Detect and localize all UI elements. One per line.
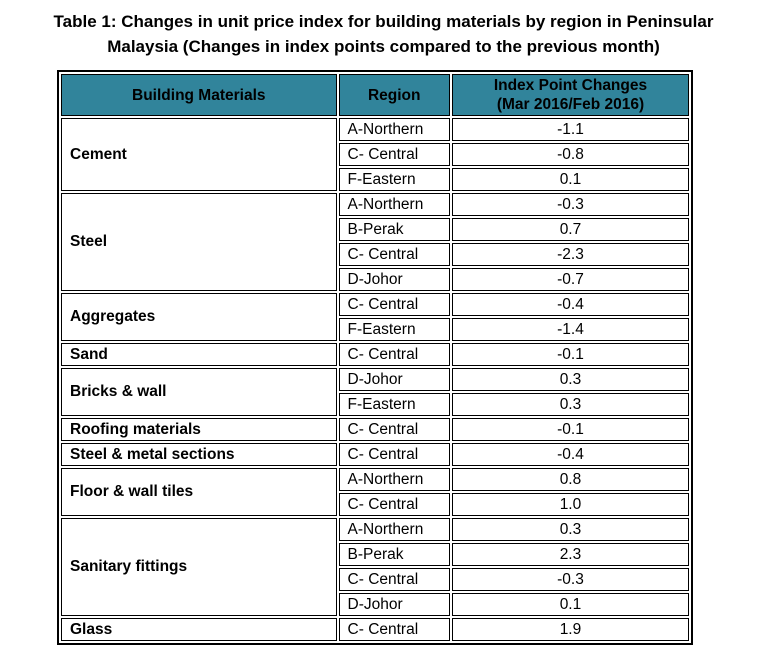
material-cell: Roofing materials bbox=[61, 418, 337, 441]
region-cell: C- Central bbox=[338, 243, 450, 266]
table-row: C- Central -0.8 bbox=[61, 143, 689, 166]
index-change-cell: -0.4 bbox=[451, 443, 689, 466]
index-change-cell: -1.1 bbox=[451, 118, 689, 141]
table-row: Roofing materials C- Central -0.1 bbox=[61, 418, 689, 441]
table-title: Table 1: Changes in unit price index for… bbox=[53, 12, 714, 56]
region-cell: C- Central bbox=[338, 293, 450, 316]
region-cell: C- Central bbox=[338, 143, 450, 166]
index-change-cell: 0.1 bbox=[451, 593, 689, 616]
table-row: Glass C- Central 1.9 bbox=[61, 618, 689, 641]
index-change-cell: -0.1 bbox=[451, 343, 689, 366]
table-row: D-Johor 0.1 bbox=[61, 593, 689, 616]
table-row: Sand C- Central -0.1 bbox=[61, 343, 689, 366]
table-row: F-Eastern 0.3 bbox=[61, 393, 689, 416]
index-change-cell: -0.1 bbox=[451, 418, 689, 441]
index-change-cell: -1.4 bbox=[451, 318, 689, 341]
table-body: Cement A-Northern -1.1 C- Central -0.8 F-East… bbox=[61, 118, 689, 641]
index-change-cell: 1.0 bbox=[451, 493, 689, 516]
index-change-cell: -0.7 bbox=[451, 268, 689, 291]
region-cell: D-Johor bbox=[338, 593, 450, 616]
table-row: C- Central -0.3 bbox=[61, 568, 689, 591]
material-cell: Steel bbox=[61, 193, 337, 291]
region-cell: A-Northern bbox=[338, 118, 450, 141]
material-cell: Floor & wall tiles bbox=[61, 468, 337, 516]
material-cell: Aggregates bbox=[61, 293, 337, 341]
region-cell: B-Perak bbox=[338, 543, 450, 566]
table-row: Aggregates C- Central -0.4 bbox=[61, 293, 689, 341]
table-row: F-Eastern -1.4 bbox=[61, 318, 689, 341]
index-change-cell: -2.3 bbox=[451, 243, 689, 266]
header-region: Region bbox=[338, 74, 450, 116]
region-cell: D-Johor bbox=[338, 368, 450, 391]
region-cell: A-Northern bbox=[338, 468, 450, 491]
table-row: Floor & wall tiles A-Northern 0.8 bbox=[61, 468, 689, 516]
region-cell: C- Central bbox=[338, 343, 450, 366]
index-change-cell: -0.3 bbox=[451, 193, 689, 216]
region-cell: F-Eastern bbox=[338, 168, 450, 191]
index-change-cell: 0.1 bbox=[451, 168, 689, 191]
material-cell: Steel & metal sections bbox=[61, 443, 337, 466]
material-cell: Cement bbox=[61, 118, 337, 191]
building-materials-table: Building Materials Region Index Point Ch… bbox=[57, 70, 693, 645]
region-cell: F-Eastern bbox=[338, 393, 450, 416]
index-change-cell: 1.9 bbox=[451, 618, 689, 641]
table-row: D-Johor -0.7 bbox=[61, 268, 689, 291]
region-cell: A-Northern bbox=[338, 518, 450, 541]
material-cell: Glass bbox=[61, 618, 337, 641]
region-cell: A-Northern bbox=[338, 193, 450, 216]
index-change-cell: 0.3 bbox=[451, 368, 689, 391]
table-row: B-Perak 0.7 bbox=[61, 218, 689, 241]
table-row: C- Central 1.0 bbox=[61, 493, 689, 516]
index-change-cell: 0.3 bbox=[451, 518, 689, 541]
region-cell: C- Central bbox=[338, 493, 450, 516]
table-row: Sanitary fittings A-Northern 0.3 bbox=[61, 518, 689, 616]
index-change-cell: 0.7 bbox=[451, 218, 689, 241]
table-row: Cement A-Northern -1.1 bbox=[61, 118, 689, 191]
header-row: Building Materials Region Index Point Ch… bbox=[61, 74, 689, 116]
index-change-cell: 0.3 bbox=[451, 393, 689, 416]
region-cell: C- Central bbox=[338, 418, 450, 441]
header-building-materials: Building Materials bbox=[61, 74, 337, 116]
region-cell: D-Johor bbox=[338, 268, 450, 291]
material-cell: Bricks & wall bbox=[61, 368, 337, 416]
region-cell: F-Eastern bbox=[338, 318, 450, 341]
region-cell: C- Central bbox=[338, 443, 450, 466]
material-cell: Sand bbox=[61, 343, 337, 366]
table-row: C- Central -2.3 bbox=[61, 243, 689, 266]
table-row: Steel A-Northern -0.3 bbox=[61, 193, 689, 291]
table-row: B-Perak 2.3 bbox=[61, 543, 689, 566]
region-cell: C- Central bbox=[338, 568, 450, 591]
table-row: Bricks & wall D-Johor 0.3 bbox=[61, 368, 689, 416]
region-cell: B-Perak bbox=[338, 218, 450, 241]
index-change-cell: 0.8 bbox=[451, 468, 689, 491]
header-index-point-changes: Index Point Changes (Mar 2016/Feb 2016) bbox=[451, 74, 689, 116]
table-row: F-Eastern 0.1 bbox=[61, 168, 689, 191]
index-change-cell: -0.4 bbox=[451, 293, 689, 316]
index-change-cell: -0.3 bbox=[451, 568, 689, 591]
index-change-cell: -0.8 bbox=[451, 143, 689, 166]
table-row: Steel & metal sections C- Central -0.4 bbox=[61, 443, 689, 466]
material-cell: Sanitary fittings bbox=[61, 518, 337, 616]
index-change-cell: 2.3 bbox=[451, 543, 689, 566]
region-cell: C- Central bbox=[338, 618, 450, 641]
